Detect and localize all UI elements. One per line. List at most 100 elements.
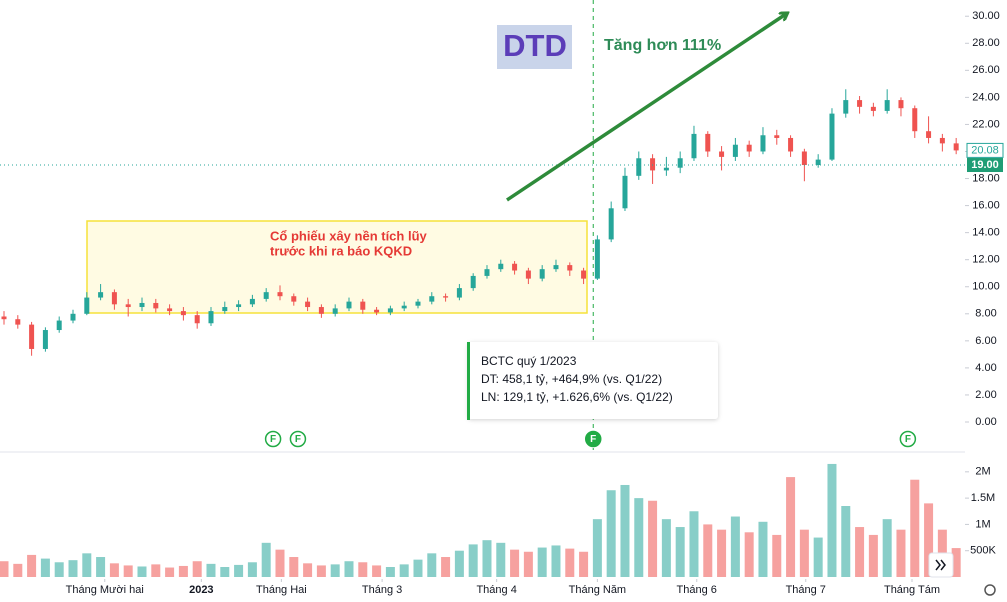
volume-bar bbox=[786, 477, 796, 577]
volume-bar bbox=[413, 559, 423, 577]
y-tick-label: 28.00 bbox=[972, 37, 1000, 49]
tooltip-accent bbox=[467, 342, 470, 420]
volume-bar bbox=[68, 560, 78, 577]
candle-body bbox=[622, 175, 628, 209]
candle-body bbox=[98, 292, 104, 298]
candle-body bbox=[926, 131, 932, 138]
candle-body bbox=[318, 307, 324, 314]
candle-body bbox=[1, 316, 7, 320]
candle-body bbox=[263, 292, 269, 299]
x-tick-label: Tháng 4 bbox=[476, 584, 516, 596]
scroll-icon bbox=[935, 559, 946, 571]
volume-bar bbox=[261, 542, 271, 577]
volume-bar bbox=[758, 521, 768, 577]
annotation-line: Cổ phiếu xây nền tích lũy bbox=[270, 228, 428, 243]
y-tick-label: 22.00 bbox=[972, 118, 1000, 130]
volume-bar bbox=[192, 561, 202, 577]
volume-bar bbox=[109, 563, 119, 577]
candle-body bbox=[111, 292, 117, 305]
candle-body bbox=[732, 144, 738, 157]
y-tick-label: 10.00 bbox=[972, 281, 1000, 293]
candle-body bbox=[553, 265, 559, 270]
volume-bar bbox=[744, 532, 754, 577]
y-tick-label: 0.00 bbox=[975, 416, 996, 428]
candle-body bbox=[774, 135, 780, 138]
volume-bar bbox=[54, 562, 64, 577]
y-tick-label: 30.00 bbox=[972, 10, 1000, 22]
y-tick-label: 24.00 bbox=[972, 91, 1000, 103]
volume-bar bbox=[330, 564, 340, 577]
scroll-button[interactable] bbox=[928, 552, 954, 578]
event-label: F bbox=[590, 434, 596, 445]
trend-arrow bbox=[506, 14, 786, 202]
volume-bar bbox=[896, 529, 906, 577]
volume-bar bbox=[165, 567, 175, 577]
candle-body bbox=[415, 301, 421, 306]
volume-bar bbox=[40, 558, 50, 577]
volume-bar bbox=[427, 553, 437, 577]
volume-bar bbox=[868, 534, 878, 577]
volume-bar bbox=[951, 548, 961, 577]
candle-body bbox=[760, 135, 766, 152]
volume-bar bbox=[675, 527, 685, 577]
volume-bar bbox=[799, 529, 809, 577]
candle-body bbox=[360, 301, 366, 310]
y-tick-label: 12.00 bbox=[972, 254, 1000, 266]
candle-body bbox=[870, 106, 876, 111]
volume-bar bbox=[0, 561, 9, 577]
candle-body bbox=[912, 108, 918, 132]
volume-bar bbox=[289, 557, 299, 577]
reference-tag bbox=[967, 158, 1003, 173]
last-price-tag bbox=[966, 142, 1004, 158]
volume-bar bbox=[841, 506, 851, 577]
event-marker bbox=[289, 430, 307, 448]
volume-bar bbox=[689, 511, 699, 577]
volume-bar bbox=[358, 562, 368, 577]
candle-body bbox=[788, 137, 794, 152]
event-marker bbox=[264, 430, 282, 448]
volume-tick-label: 1.5M bbox=[971, 492, 995, 504]
volume-bar bbox=[592, 519, 602, 577]
volume-bar bbox=[523, 551, 533, 577]
candle-body bbox=[705, 133, 711, 152]
y-tick-label: 2.00 bbox=[975, 389, 996, 401]
volume-bar bbox=[648, 500, 658, 577]
candle-body bbox=[443, 296, 449, 298]
candle-body bbox=[677, 158, 683, 168]
x-tick-label: Tháng Mười hai bbox=[66, 584, 144, 596]
volume-tick-label: 2M bbox=[975, 466, 990, 478]
last-price-label: 20.08 bbox=[971, 144, 999, 156]
candle-body bbox=[125, 304, 131, 308]
volume-bar bbox=[82, 553, 92, 577]
volume-bar bbox=[234, 564, 244, 577]
volume-bar bbox=[482, 540, 492, 577]
volume-bar bbox=[316, 565, 326, 577]
event-label: F bbox=[905, 434, 911, 445]
candle-body bbox=[277, 292, 283, 297]
candle-body bbox=[236, 304, 242, 308]
settings-button[interactable] bbox=[984, 584, 996, 596]
volume-bar bbox=[96, 557, 106, 577]
volume-bar bbox=[620, 484, 630, 577]
y-tick-label: 16.00 bbox=[972, 199, 1000, 211]
volume-bar bbox=[303, 563, 313, 577]
x-tick-label: Tháng Năm bbox=[569, 584, 626, 596]
event-marker bbox=[584, 430, 602, 448]
y-tick-label: 18.00 bbox=[972, 172, 1000, 184]
candle-body bbox=[332, 308, 338, 314]
volume-bar bbox=[372, 565, 382, 577]
candle-body bbox=[42, 330, 48, 349]
volume-bar bbox=[910, 479, 920, 577]
candle-body bbox=[939, 137, 945, 144]
volume-bar bbox=[855, 527, 865, 577]
candle-body bbox=[498, 263, 504, 270]
candle-body bbox=[512, 263, 518, 271]
event-marker bbox=[899, 430, 917, 448]
tooltip-line: BCTC quý 1/2023 bbox=[481, 354, 577, 368]
ticker-badge bbox=[497, 25, 572, 69]
volume-bar bbox=[468, 544, 478, 577]
candle-body bbox=[180, 311, 186, 316]
volume-bar bbox=[123, 565, 133, 577]
tooltip bbox=[468, 342, 718, 419]
